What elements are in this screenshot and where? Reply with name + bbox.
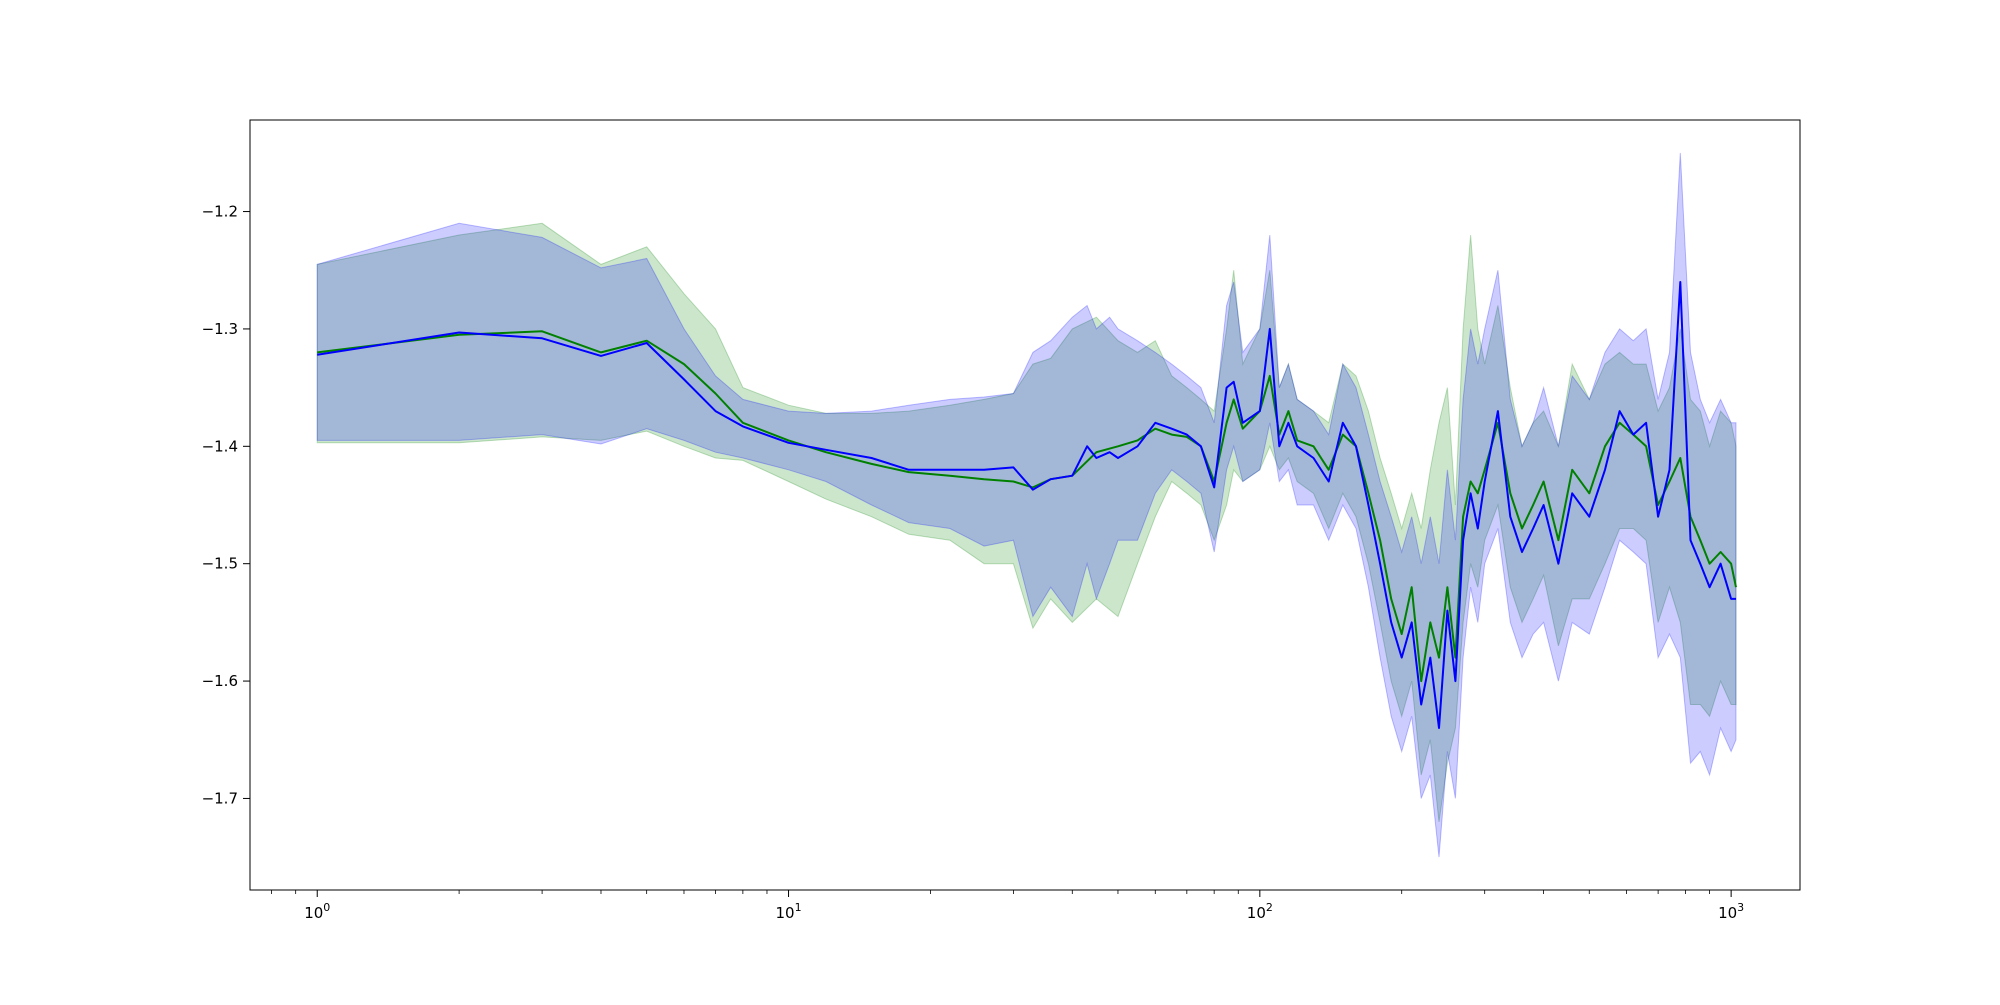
x-tick-label-0: 100 (304, 901, 330, 922)
y-axis: −1.2 −1.3 −1.4 −1.5 −1.6 −1.7 (202, 203, 250, 807)
band-series-1 (316, 222, 1737, 822)
x-axis: 100 101 102 103 (271, 890, 1744, 922)
y-tick-label-5: −1.7 (202, 789, 238, 807)
band-series-2 (316, 152, 1737, 858)
x-tick-label-1: 101 (775, 901, 801, 922)
series-lines (317, 281, 1737, 729)
y-tick-label-1: −1.3 (202, 320, 238, 338)
confidence-bands (316, 152, 1737, 858)
y-tick-label-3: −1.5 (202, 555, 238, 573)
y-tick-label-2: −1.4 (202, 437, 238, 455)
line-series-1 (317, 330, 1737, 683)
x-tick-label-3: 103 (1718, 901, 1744, 922)
y-tick-label-0: −1.2 (202, 203, 238, 221)
line-series-2 (317, 281, 1736, 729)
y-tick-label-4: −1.6 (202, 672, 238, 690)
x-tick-label-2: 102 (1247, 901, 1273, 922)
plot-frame (249, 119, 1801, 891)
